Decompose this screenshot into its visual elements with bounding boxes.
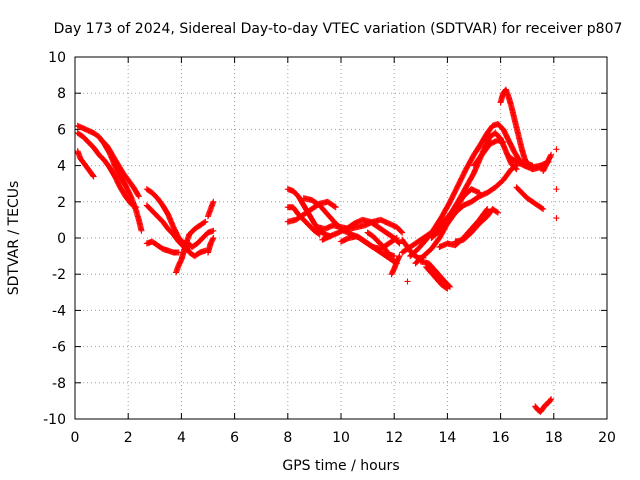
data-point	[444, 285, 451, 292]
data-point	[540, 206, 547, 213]
y-tick-label: -4	[52, 303, 66, 319]
y-tick-label: -6	[52, 340, 66, 356]
y-axis-label: SDTVAR / TECUs	[6, 181, 22, 296]
data-point	[138, 227, 145, 234]
y-tick-label: 0	[57, 231, 66, 247]
y-tick-label: 6	[57, 122, 66, 138]
data-point	[483, 207, 490, 214]
data-point	[133, 204, 140, 211]
data-point	[388, 271, 395, 278]
data-point	[484, 206, 491, 213]
data-point	[316, 231, 323, 238]
axis-ticks	[74, 56, 608, 420]
x-tick-label: 20	[598, 430, 616, 446]
data-point	[135, 192, 142, 199]
data-point	[391, 253, 398, 260]
x-tick-labels: 0 2 4 6 8 10 12 14 16 18 20	[71, 430, 616, 446]
data-point	[210, 198, 217, 205]
x-tick-label: 4	[177, 430, 186, 446]
data-point	[512, 163, 519, 170]
y-tick-labels: -10 -8 -6 -4 -2 0 2 4 6 8 10	[43, 50, 66, 428]
data-point	[553, 215, 560, 222]
data-point	[553, 186, 560, 193]
data-point	[202, 218, 209, 225]
data-point	[210, 235, 217, 241]
chart-title: Day 173 of 2024, Sidereal Day-to-day VTE…	[54, 21, 623, 37]
data-point	[398, 228, 405, 235]
x-tick-label: 8	[283, 430, 292, 446]
x-tick-label: 16	[492, 430, 510, 446]
data-point	[315, 230, 322, 237]
data-marks	[74, 86, 560, 415]
data-point	[476, 189, 483, 196]
y-tick-label: 4	[57, 159, 66, 175]
x-tick-label: 6	[230, 430, 239, 446]
data-point	[135, 193, 142, 200]
x-tick-label: 14	[438, 430, 456, 446]
y-tick-label: -8	[52, 376, 66, 392]
data-point	[393, 235, 400, 241]
y-tick-label: -2	[52, 267, 66, 283]
data-point	[404, 278, 411, 285]
data-point	[493, 208, 500, 215]
data-point	[201, 219, 208, 226]
data-point	[399, 229, 406, 236]
x-tick-label: 12	[385, 430, 403, 446]
data-point	[539, 205, 546, 212]
plot-frame	[74, 56, 608, 420]
data-point	[547, 396, 554, 403]
data-point	[443, 284, 450, 291]
data-point	[210, 227, 217, 234]
x-tick-label: 2	[124, 430, 133, 446]
data-point	[395, 239, 402, 246]
data-point	[494, 209, 501, 216]
data-point	[500, 139, 507, 146]
data-point	[331, 203, 338, 210]
grid-lines	[75, 57, 607, 419]
x-tick-label: 0	[71, 430, 80, 446]
y-tick-label: -10	[43, 412, 66, 428]
data-point	[548, 396, 555, 403]
y-tick-label: 8	[57, 86, 66, 102]
x-tick-label: 18	[545, 430, 563, 446]
data-point	[553, 146, 560, 153]
data-point	[90, 173, 97, 180]
data-point	[132, 203, 139, 210]
x-axis-label: GPS time / hours	[282, 458, 399, 474]
y-tick-label: 2	[57, 195, 66, 211]
x-tick-label: 10	[332, 430, 350, 446]
data-point	[392, 235, 399, 242]
data-point	[548, 151, 555, 158]
data-point	[497, 99, 504, 106]
data-point	[332, 204, 339, 211]
y-tick-label: 10	[48, 50, 66, 66]
data-point	[89, 172, 96, 179]
